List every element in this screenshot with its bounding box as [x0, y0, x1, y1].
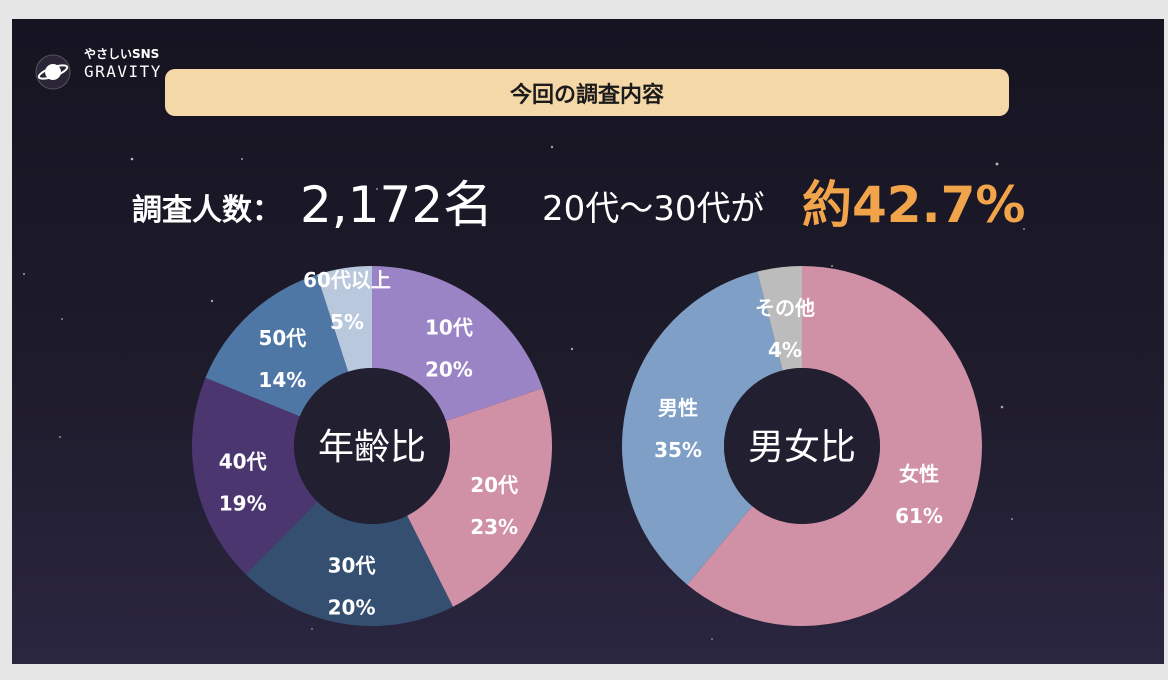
logo-tagline: やさしいSNS — [84, 47, 160, 61]
respondents-count: 2,172名 — [300, 176, 494, 234]
gender-chart-slice-2 — [757, 266, 802, 371]
section-banner: 今回の調査内容 — [165, 69, 1009, 116]
gender-chart-value-label: 35% — [654, 438, 702, 462]
age-range-text: 20代〜30代が — [542, 189, 765, 229]
planet-icon — [35, 54, 71, 90]
gender-chart-category-label: 女性 — [899, 462, 939, 486]
age-chart-value-label: 5% — [330, 310, 364, 334]
age-chart-slice-1 — [407, 388, 552, 607]
age-chart-value-label: 19% — [219, 492, 267, 516]
age-chart-center-title: 年齢比 — [318, 427, 426, 468]
age-chart-category-label: 10代 — [425, 316, 473, 340]
age-chart-category-label: 50代 — [258, 326, 306, 350]
gender-chart-category-label: 男性 — [658, 396, 698, 420]
age-chart-value-label: 23% — [470, 515, 518, 539]
age-chart-value-label: 14% — [258, 368, 306, 392]
age-chart-slice-4 — [205, 274, 349, 417]
starfield — [23, 145, 1025, 640]
gender-chart-slice-0 — [687, 266, 983, 627]
gender-chart-value-label: 61% — [895, 504, 943, 528]
age-chart-category-label: 20代 — [470, 473, 518, 497]
age-chart-category-label: 40代 — [219, 450, 267, 474]
gender-chart-category-label: その他 — [755, 296, 815, 320]
age-chart-category-label: 30代 — [328, 553, 376, 577]
age-chart-slice-2 — [245, 501, 453, 626]
gender-chart-center-title: 男女比 — [748, 427, 856, 468]
age-chart-slice-0 — [372, 266, 543, 421]
app-logo: やさしいSNS GRAVITY — [34, 45, 184, 95]
respondents-label: 調査人数： — [132, 193, 282, 228]
age-chart-value-label: 20% — [328, 595, 376, 619]
slide: やさしいSNS GRAVITY 今回の調査内容 調査人数： 2,172名 20代… — [12, 19, 1164, 664]
gender-chart-value-label: 4% — [768, 338, 802, 362]
age-chart-slice-3 — [192, 377, 318, 575]
age-chart-value-label: 20% — [425, 358, 473, 382]
age-chart-category-label: 60代以上 — [303, 268, 391, 292]
logo-name: GRAVITY — [84, 62, 162, 81]
donut-charts: 10代 20% 20代 23% 30代 20% 40代 19% 50代 14% 60代以上 5% 年齢比… — [192, 266, 983, 627]
age-chart-slice-5 — [316, 266, 372, 372]
banner-title: 今回の調査内容 — [509, 82, 664, 108]
age-chart-hole — [294, 368, 450, 524]
gender-chart-slice-1 — [622, 271, 783, 585]
gender-chart-hole — [724, 368, 880, 524]
age-range-percent: 約42.7% — [802, 176, 1026, 234]
